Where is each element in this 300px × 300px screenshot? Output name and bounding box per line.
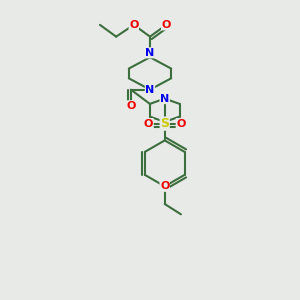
Text: O: O [129,20,139,30]
Text: N: N [146,48,154,58]
Text: O: O [126,101,136,111]
Text: O: O [160,181,169,191]
Text: N: N [146,85,154,94]
Text: O: O [144,118,153,129]
Text: O: O [176,118,186,129]
Text: N: N [160,94,169,103]
Text: S: S [160,117,169,130]
Text: O: O [161,20,171,30]
